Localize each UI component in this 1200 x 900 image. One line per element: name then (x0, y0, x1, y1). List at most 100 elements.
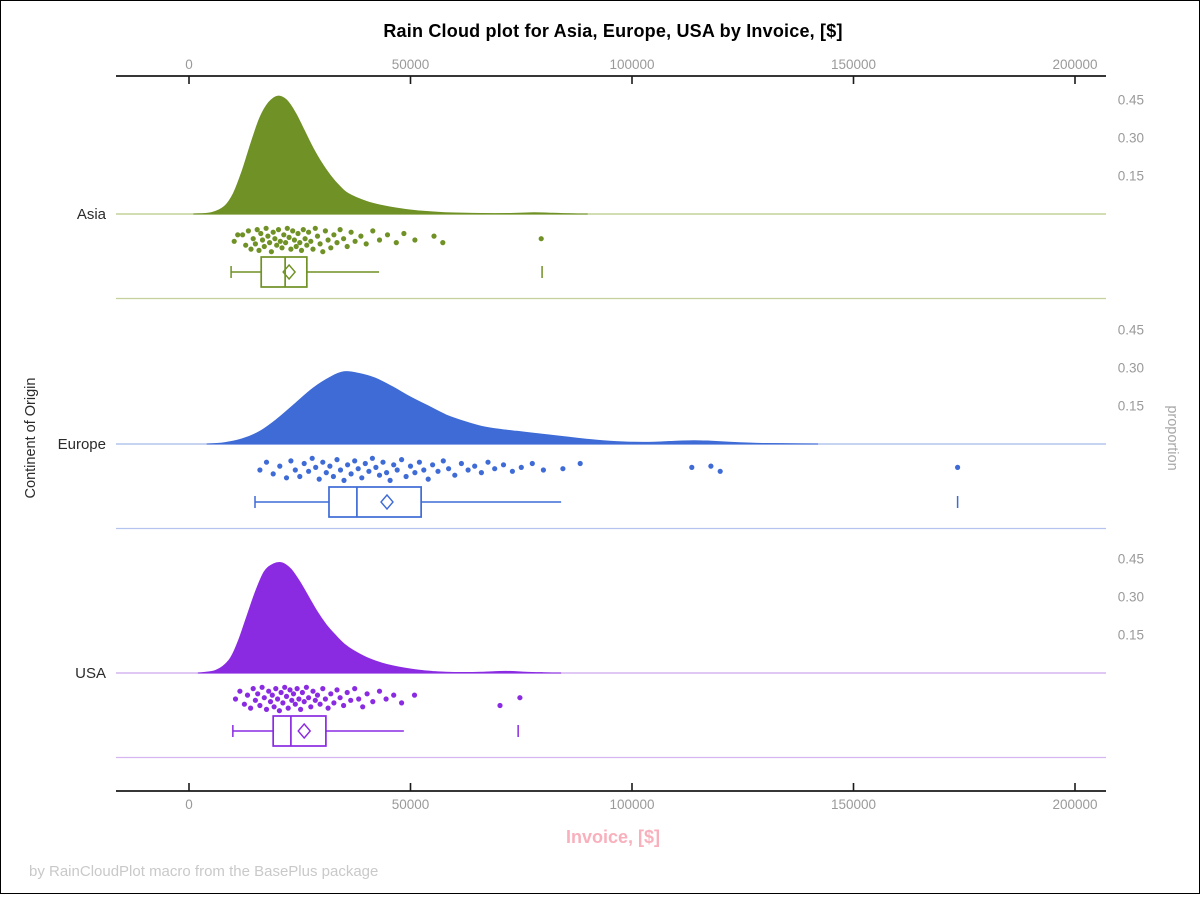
rain-point-europe (440, 458, 446, 464)
rain-point-asia (348, 229, 354, 235)
rain-point-europe (518, 464, 524, 470)
rain-point-asia (440, 240, 446, 246)
box-europe (328, 486, 422, 518)
rain-point-asia (270, 229, 276, 235)
rain-point-usa (308, 704, 314, 710)
rain-point-asia (258, 230, 264, 237)
rain-point-europe (529, 460, 535, 467)
rain-point-usa (301, 699, 307, 705)
rain-point-asia (268, 249, 274, 255)
rain-point-asia (538, 236, 544, 242)
rain-point-asia (344, 243, 350, 250)
mean-diamond-europe (380, 493, 394, 511)
rain-point-europe (306, 468, 312, 474)
rain-point-europe (478, 470, 484, 476)
rain-point-usa (331, 700, 337, 706)
rain-point-europe (560, 466, 566, 472)
rain-point-asia (291, 237, 297, 243)
rain-point-usa (399, 700, 405, 706)
proportion-tick-label: 0.30 (1118, 361, 1144, 376)
proportion-tick-label: 0.30 (1118, 131, 1144, 146)
rain-point-usa (280, 700, 286, 706)
x-axis-label: Invoice, [$] (565, 827, 661, 847)
rain-point-asia (363, 241, 369, 247)
rain-point-europe (257, 467, 263, 473)
rain-point-asia (243, 242, 249, 248)
rain-point-asia (312, 225, 318, 231)
rain-point-usa (298, 706, 304, 713)
rain-point-usa (391, 692, 397, 698)
rain-point-asia (331, 232, 337, 238)
rain-point-europe (407, 463, 414, 469)
rain-point-europe (373, 464, 379, 470)
rain-point-europe (320, 459, 326, 465)
mean-diamond-asia (282, 263, 297, 281)
rain-point-asia (325, 237, 331, 243)
rain-point-europe (384, 470, 390, 476)
rain-point-europe (452, 472, 458, 478)
rain-point-asia (245, 228, 251, 234)
rain-point-europe (323, 470, 329, 476)
rain-point-usa (255, 691, 261, 697)
rain-point-usa (244, 692, 251, 698)
rain-point-asia (240, 232, 246, 238)
rain-point-asia (310, 246, 316, 252)
rain-point-asia (263, 225, 269, 231)
rain-point-europe (301, 460, 307, 467)
bottom-axis-tick-label: 0 (185, 797, 193, 812)
rain-point-usa (328, 691, 334, 697)
bottom-axis-tick-label: 150000 (831, 797, 876, 812)
rain-point-asia (322, 228, 328, 234)
rain-point-asia (231, 238, 237, 244)
rain-point-asia (281, 232, 287, 238)
proportion-tick-label: 0.15 (1118, 399, 1144, 414)
rain-point-usa (299, 689, 305, 696)
rain-point-usa (370, 699, 376, 705)
box-usa (272, 715, 327, 747)
rain-point-usa (241, 701, 247, 707)
rain-point-europe (465, 467, 471, 473)
rain-point-europe (391, 462, 397, 468)
top-axis-tick-label: 0 (185, 57, 193, 72)
rain-point-europe (362, 460, 368, 467)
bottom-axis-tick-label: 200000 (1052, 797, 1097, 812)
density-cloud-usa (197, 561, 562, 674)
box-asia (260, 256, 308, 288)
rain-point-europe (369, 455, 375, 461)
rain-point-europe (341, 477, 347, 483)
proportion-axis-label: proportion (1164, 405, 1180, 471)
rain-point-usa (352, 686, 358, 692)
rain-point-usa (341, 702, 347, 709)
proportion-tick-label: 0.15 (1118, 628, 1144, 643)
rain-point-asia (261, 243, 267, 250)
rain-point-europe (355, 466, 361, 472)
rain-point-usa (497, 702, 503, 709)
rain-point-europe (348, 471, 354, 477)
rain-point-europe (366, 468, 372, 474)
proportion-tick-label: 0.30 (1118, 590, 1144, 605)
proportion-tick-label: 0.15 (1118, 169, 1144, 184)
rain-point-asia (286, 234, 292, 240)
rain-point-usa (287, 687, 293, 693)
y-axis-label: Continent of Origin (23, 377, 39, 499)
rain-point-usa (317, 701, 323, 707)
rain-point-asia (256, 247, 262, 253)
rain-point-europe (955, 464, 961, 470)
rain-point-asia (277, 238, 283, 244)
rain-point-asia (304, 242, 310, 248)
rain-point-asia (274, 242, 280, 248)
attribution-footer: by RainCloudPlot macro from the BasePlus… (29, 863, 379, 880)
rain-point-usa (325, 705, 331, 711)
rain-point-europe (359, 475, 365, 481)
rain-point-europe (708, 463, 714, 469)
rain-point-europe (717, 468, 723, 474)
rain-point-usa (232, 696, 239, 702)
rain-point-asia (290, 228, 296, 234)
rain-point-asia (412, 237, 418, 243)
chart-title: Rain Cloud plot for Asia, Europe, USA by… (383, 21, 843, 41)
rain-point-europe (292, 467, 298, 473)
rain-point-europe (316, 476, 322, 482)
rain-point-usa (263, 706, 270, 713)
rain-point-usa (261, 695, 267, 701)
